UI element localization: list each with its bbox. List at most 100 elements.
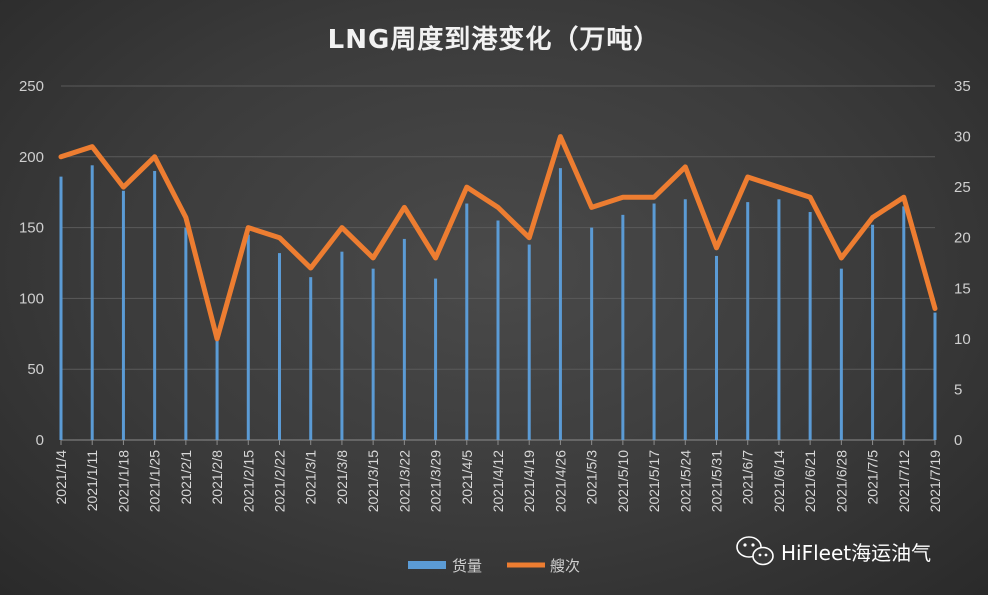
bar	[902, 206, 906, 440]
bar	[808, 212, 812, 440]
wechat-icon	[736, 536, 774, 566]
x-tick-label: 2021/1/4	[53, 450, 69, 505]
bar	[90, 165, 94, 440]
line-point	[465, 186, 468, 189]
x-tick-label: 2021/3/29	[428, 450, 444, 512]
line-point	[278, 236, 281, 239]
x-tick-label: 2021/5/3	[584, 450, 600, 505]
y-right-tick-label: 25	[954, 179, 971, 196]
line-point	[840, 256, 843, 259]
x-tick-label: 2021/2/22	[272, 450, 288, 512]
bar	[558, 168, 562, 441]
y-right-tick-label: 15	[954, 280, 971, 297]
bar	[839, 268, 843, 440]
x-tick-label: 2021/4/5	[459, 450, 475, 505]
y-right-tick-label: 30	[954, 129, 971, 146]
y-left-tick-label: 0	[36, 432, 44, 449]
bar	[59, 176, 63, 440]
legend-swatch-bar	[408, 561, 446, 569]
bar	[153, 170, 157, 440]
bar	[683, 199, 687, 440]
line-point	[372, 256, 375, 259]
x-tick-label: 2021/5/31	[709, 450, 725, 512]
x-axis: 2021/1/4 2021/1/11 2021/1/18 2021/1/25 2021/…	[53, 440, 943, 512]
line-point	[309, 267, 312, 270]
y-right-tick-label: 20	[954, 230, 971, 247]
line-point	[653, 196, 656, 199]
line-point	[621, 196, 624, 199]
line-point	[497, 206, 499, 209]
bar	[184, 227, 188, 440]
bar	[215, 340, 219, 440]
legend: 货量 艘次	[408, 557, 580, 575]
line-point	[746, 176, 749, 179]
x-tick-label: 2021/7/5	[865, 450, 881, 505]
bar	[933, 312, 937, 440]
line-point	[871, 216, 874, 219]
line-point	[777, 186, 780, 189]
x-tick-label: 2021/2/1	[178, 450, 194, 505]
y-left-tick-label: 50	[27, 361, 44, 378]
y-left-tick-label: 100	[19, 290, 44, 307]
bar-series	[59, 165, 937, 441]
bar	[402, 238, 406, 440]
bar	[652, 203, 656, 440]
bar	[434, 278, 438, 440]
x-tick-label: 2021/7/19	[927, 450, 943, 512]
watermark-text: HiFleet海运油气	[781, 541, 931, 565]
legend-label-bar: 货量	[452, 557, 482, 575]
x-tick-label: 2021/3/1	[303, 450, 319, 505]
bar	[777, 199, 781, 440]
bar	[340, 251, 344, 440]
line-point	[91, 145, 94, 148]
x-tick-label: 2021/2/15	[240, 450, 256, 512]
bar	[496, 220, 500, 440]
bar	[465, 203, 469, 440]
line-point	[122, 186, 125, 189]
x-tick-label: 2021/3/15	[365, 450, 381, 512]
x-tick-label: 2021/1/25	[147, 450, 163, 512]
bar	[527, 244, 531, 440]
bar	[121, 190, 125, 440]
line-point	[590, 206, 593, 209]
x-tick-label: 2021/4/12	[490, 450, 506, 512]
line-point	[216, 337, 219, 340]
bar	[621, 214, 625, 440]
bar	[278, 253, 281, 440]
line-point	[809, 196, 812, 199]
line-point	[247, 226, 250, 229]
x-tick-label: 2021/4/26	[552, 450, 568, 512]
line-point	[559, 135, 562, 138]
line-point	[684, 165, 687, 168]
y-right-tick-label: 35	[954, 78, 971, 95]
x-tick-label: 2021/5/24	[677, 450, 693, 512]
line-point	[184, 216, 187, 219]
x-tick-label: 2021/6/21	[802, 450, 818, 512]
bar	[309, 277, 313, 440]
y-right-tick-label: 5	[954, 381, 962, 398]
bar	[715, 255, 718, 440]
line-point	[528, 236, 531, 239]
x-tick-label: 2021/2/8	[209, 450, 225, 505]
bar	[590, 227, 594, 440]
x-tick-label: 2021/6/14	[771, 450, 787, 512]
y-right-tick-label: 10	[954, 331, 971, 348]
x-tick-label: 2021/5/10	[615, 450, 631, 512]
line-series	[58, 134, 938, 342]
line-point	[902, 196, 905, 199]
x-tick-label: 2021/6/28	[833, 450, 849, 512]
x-tick-label: 2021/3/8	[334, 450, 350, 505]
line-point	[403, 206, 406, 209]
y-left-tick-label: 250	[19, 78, 44, 95]
chart-title: LNG周度到港变化（万吨）	[328, 24, 661, 55]
x-tick-label: 2021/1/11	[84, 450, 100, 511]
line-point	[715, 246, 718, 249]
y-right-tick-label: 0	[954, 432, 962, 449]
x-tick-label: 2021/1/18	[115, 450, 131, 512]
y-axis-right: 0 5 10 15 20 25 30 35	[954, 78, 971, 449]
bar	[746, 202, 750, 440]
line-point	[434, 256, 437, 259]
x-tick-label: 2021/7/12	[896, 450, 912, 512]
legend-label-line: 艘次	[550, 557, 580, 575]
